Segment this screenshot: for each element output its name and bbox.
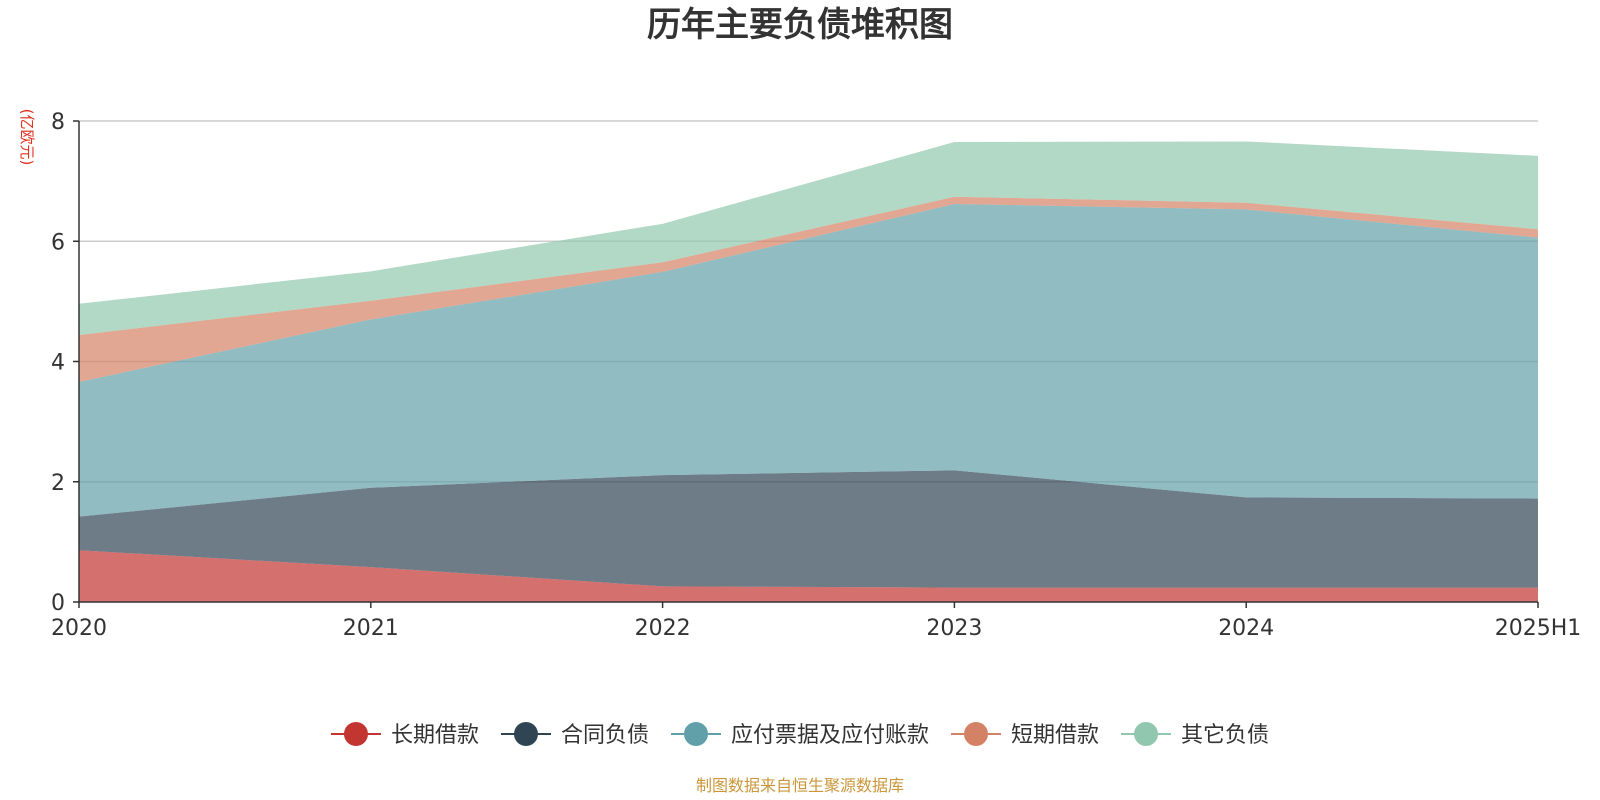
y-tick-label: 6 [51, 230, 65, 255]
legend-circle-marker [964, 722, 989, 746]
legend-label: 长期借款 [391, 723, 479, 748]
legend-label: 合同负债 [561, 723, 649, 748]
axes: 0 2 4 6 8 2020 2021 2022 2023 2024 2025H1 [51, 110, 1581, 641]
y-tick-label: 2 [51, 471, 65, 496]
legend-label: 应付票据及应付账款 [731, 723, 929, 748]
area-series-4 [79, 196, 1538, 382]
x-tick-label: 2023 [926, 616, 982, 641]
legend-item-2[interactable]: 合同负债 [500, 722, 649, 748]
legend-item-5[interactable]: 其它负债 [1121, 722, 1269, 748]
legend-circle-marker [343, 722, 368, 746]
area-series-1 [79, 550, 1538, 602]
legend-circle-marker [1134, 722, 1159, 746]
x-tick-label: 2020 [51, 616, 107, 641]
chart-title: 历年主要负债堆积图 [647, 5, 953, 45]
legend-label: 其它负债 [1181, 723, 1269, 748]
legend-circle-marker [513, 722, 538, 746]
y-tick-label: 8 [51, 110, 65, 135]
y-tick-label: 4 [51, 351, 65, 376]
x-tick-label: 2022 [635, 616, 691, 641]
legend-circle-marker [683, 722, 708, 746]
area-series [79, 141, 1538, 602]
x-tick-label: 2021 [343, 616, 399, 641]
x-tick-label: 2025H1 [1495, 616, 1582, 641]
area-series-3 [79, 203, 1538, 517]
area-series-2 [79, 470, 1538, 588]
y-axis-unit-label: (亿欧元) [18, 109, 36, 166]
legend-item-4[interactable]: 短期借款 [951, 722, 1099, 748]
legend-item-1[interactable]: 长期借款 [330, 722, 479, 748]
legend-item-3[interactable]: 应付票据及应付账款 [670, 722, 929, 748]
x-tick-label: 2024 [1218, 616, 1274, 641]
y-tick-label: 0 [51, 591, 65, 616]
legend[interactable]: 长期借款 合同负债 应付票据及应付账款 短期借款 其它负债 [330, 722, 1269, 748]
legend-label: 短期借款 [1011, 723, 1099, 748]
data-source-note: 制图数据来自恒生聚源数据库 [696, 776, 904, 795]
area-series-5 [79, 141, 1538, 336]
